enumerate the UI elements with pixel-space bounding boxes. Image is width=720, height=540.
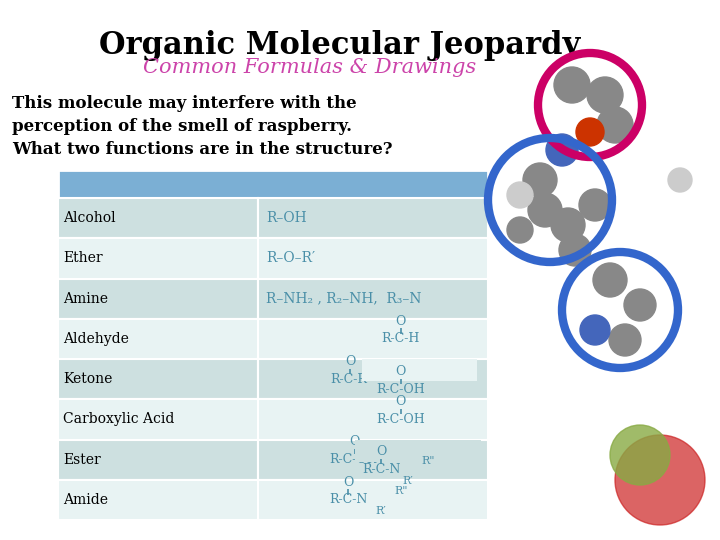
Text: Ester: Ester — [63, 453, 101, 467]
Bar — [258, 198, 488, 238]
Circle shape — [580, 315, 610, 345]
Bar — [258, 279, 488, 319]
Text: What two functions are in the structure?: What two functions are in the structure? — [12, 141, 392, 158]
Circle shape — [668, 168, 692, 192]
Text: R-C-N: R-C-N — [362, 463, 400, 476]
Text: O: O — [395, 395, 406, 408]
Text: Amide: Amide — [63, 493, 108, 507]
Bar — [58, 399, 258, 440]
Bar — [355, 440, 481, 462]
Bar — [58, 238, 258, 279]
Text: R": R" — [421, 456, 435, 466]
Text: Aldehyde: Aldehyde — [63, 332, 129, 346]
Text: R-C-OH: R-C-OH — [377, 383, 425, 396]
Bar — [58, 279, 258, 319]
Text: R-C-R′: R-C-R′ — [330, 373, 370, 386]
Text: R–NH₂ , R₂–NH,  R₃–N: R–NH₂ , R₂–NH, R₃–N — [266, 292, 421, 306]
Text: R–O–R′: R–O–R′ — [266, 252, 315, 265]
Circle shape — [554, 67, 590, 103]
Circle shape — [597, 107, 633, 143]
Circle shape — [576, 118, 604, 146]
Text: Common Formulas & Drawings: Common Formulas & Drawings — [143, 58, 477, 77]
Text: Carboxylic Acid: Carboxylic Acid — [63, 413, 174, 427]
Text: O: O — [343, 476, 354, 489]
Text: Ether: Ether — [63, 252, 103, 265]
Circle shape — [528, 193, 562, 227]
Text: R′: R′ — [376, 506, 387, 516]
Bar — [58, 359, 258, 399]
Bar — [361, 359, 477, 381]
Bar — [58, 198, 258, 238]
Circle shape — [507, 182, 533, 208]
Text: R′: R′ — [402, 476, 413, 486]
Bar — [258, 238, 488, 279]
Text: R": R" — [395, 486, 408, 496]
Text: R-C-OR′: R-C-OR′ — [330, 453, 379, 466]
Circle shape — [615, 435, 705, 525]
Text: perception of the smell of raspberry.: perception of the smell of raspberry. — [12, 118, 352, 135]
Text: O: O — [376, 446, 386, 458]
Text: Amine: Amine — [63, 292, 108, 306]
Bar — [258, 440, 488, 480]
Text: Ketone: Ketone — [63, 372, 112, 386]
Text: O: O — [395, 365, 406, 378]
Text: O: O — [345, 355, 355, 368]
Circle shape — [507, 217, 533, 243]
Circle shape — [546, 134, 578, 166]
Bar — [258, 359, 488, 399]
Text: O: O — [349, 435, 360, 448]
Circle shape — [624, 289, 656, 321]
Circle shape — [587, 77, 623, 113]
Bar — [58, 170, 488, 198]
Circle shape — [551, 208, 585, 242]
Bar — [258, 319, 488, 359]
Bar — [258, 480, 488, 520]
Text: R-C-N: R-C-N — [329, 494, 367, 507]
Bar — [258, 399, 488, 440]
Circle shape — [609, 324, 641, 356]
Bar — [58, 480, 258, 520]
Text: Organic Molecular Jeopardy: Organic Molecular Jeopardy — [99, 30, 580, 61]
Text: O: O — [395, 315, 406, 328]
Bar — [58, 440, 258, 480]
Circle shape — [593, 263, 627, 297]
Text: R-C-H: R-C-H — [382, 333, 420, 346]
Text: Alcohol: Alcohol — [63, 211, 116, 225]
Circle shape — [523, 163, 557, 197]
Text: R-C-OH: R-C-OH — [377, 413, 425, 426]
Bar — [58, 319, 258, 359]
Text: R–OH: R–OH — [266, 211, 307, 225]
Text: This molecule may interfere with the: This molecule may interfere with the — [12, 95, 356, 112]
Circle shape — [610, 425, 670, 485]
Circle shape — [579, 189, 611, 221]
Circle shape — [559, 234, 591, 266]
